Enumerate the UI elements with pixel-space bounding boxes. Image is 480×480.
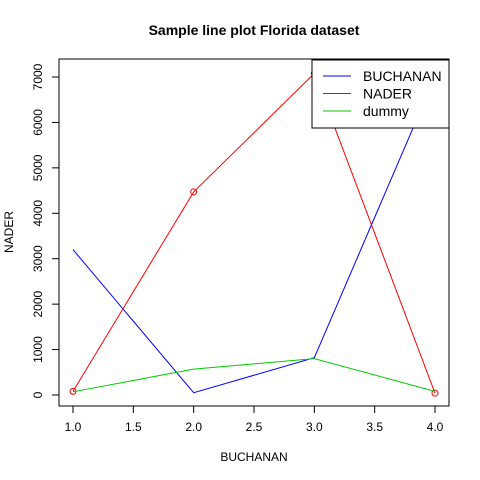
legend-label-buchanan: BUCHANAN	[363, 68, 442, 84]
y-axis-label: NADER	[2, 211, 16, 253]
x-tick-label: 2.5	[246, 420, 263, 434]
y-tick-label: 3000	[31, 245, 45, 272]
legend-label-dummy: dummy	[363, 103, 409, 119]
x-tick-label: 3.0	[306, 420, 323, 434]
series-layer	[69, 69, 439, 397]
x-tick-label: 4.0	[427, 420, 444, 434]
chart-title: Sample line plot Florida dataset	[149, 22, 360, 38]
x-axis-label: BUCHANAN	[220, 450, 287, 464]
y-tick-label: 0	[31, 391, 45, 398]
x-tick-label: 2.0	[185, 420, 202, 434]
series-line-buchanan	[72, 76, 436, 394]
x-tick-label: 1.0	[65, 420, 82, 434]
y-tick-label: 4000	[31, 200, 45, 227]
y-tick-label: 5000	[31, 154, 45, 181]
series-line-nader	[72, 72, 436, 394]
y-tick-label: 1000	[31, 336, 45, 363]
series-line-dummy	[72, 358, 436, 393]
legend-label-nader: NADER	[363, 86, 412, 102]
data-point-nader	[190, 188, 198, 196]
y-tick-label: 6000	[31, 109, 45, 136]
x-tick-label: 1.5	[125, 420, 142, 434]
y-axis: 0 1000 2000 3000 4000 5000 6000 7000	[31, 63, 60, 398]
y-tick-label: 2000	[31, 290, 45, 317]
x-tick-label: 3.5	[366, 420, 383, 434]
x-axis: 1.0 1.5 2.0 2.5 3.0 3.5 4.0	[65, 405, 444, 434]
data-point-nader	[431, 389, 439, 397]
y-tick-label: 7000	[31, 63, 45, 90]
